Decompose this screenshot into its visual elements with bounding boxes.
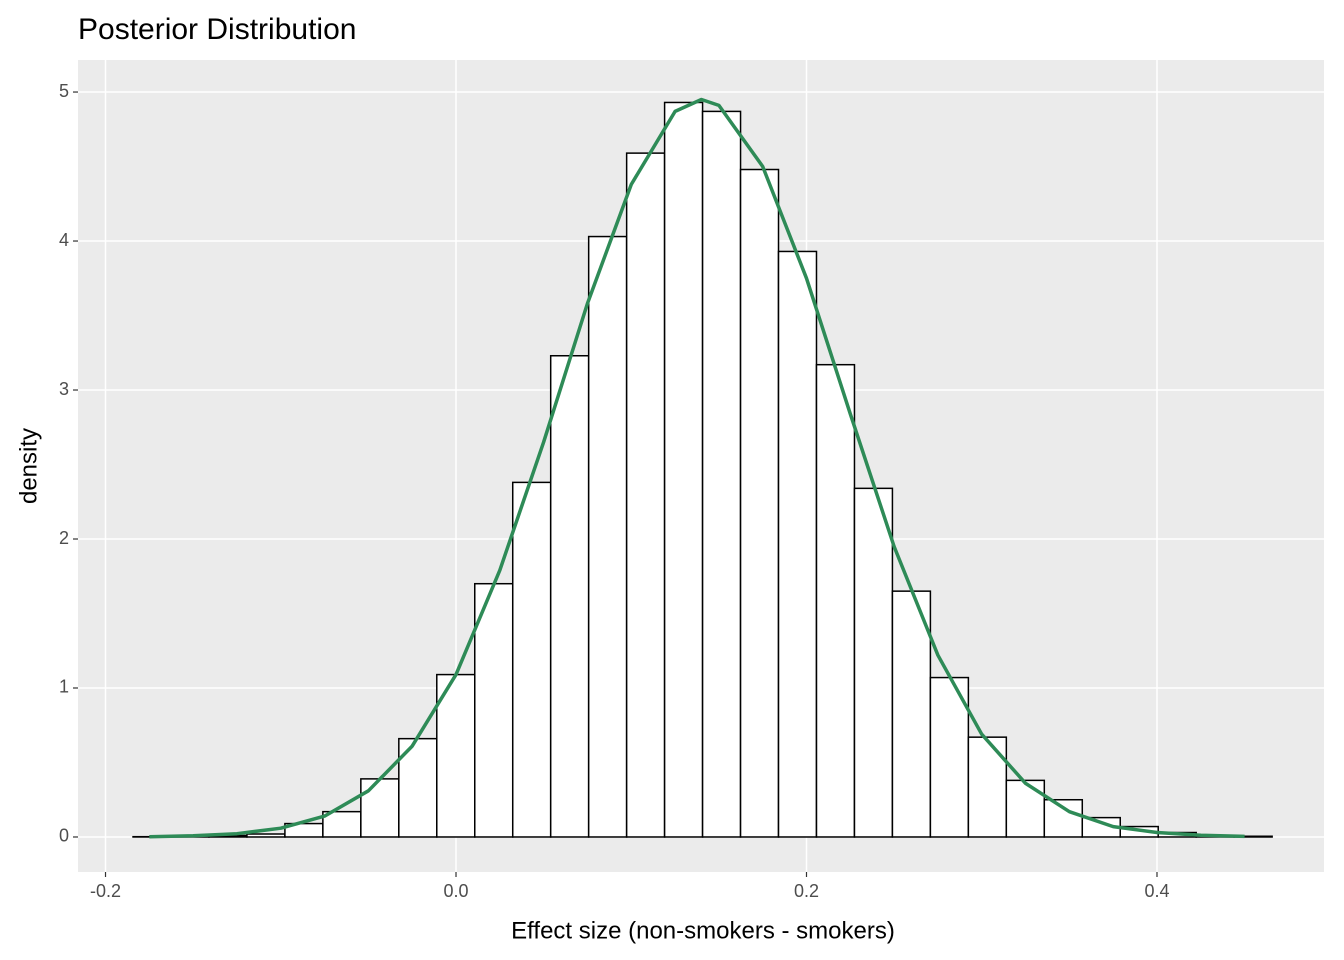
bar [663,101,704,838]
bar [436,673,476,838]
y-tick-label: 2 [59,528,69,548]
bar [360,778,400,838]
bar [322,810,362,838]
bar [1005,779,1046,838]
y-tick-label: 1 [59,677,69,697]
x-tick-label: 0.0 [443,881,468,901]
x-axis-label: Effect size (non-smokers - smokers) [511,917,895,944]
bar [587,235,628,838]
bar [739,168,780,838]
y-tick-label: 0 [59,826,69,846]
bar [474,582,514,838]
y-tick-label: 5 [59,81,69,101]
y-tick-label: 4 [59,230,69,250]
x-tick-label: -0.2 [90,881,121,901]
density-line [149,97,1245,839]
bar [777,250,818,838]
bar [549,354,590,838]
bar [815,363,856,838]
chart-title: Posterior Distribution [78,13,356,46]
bar [853,487,894,838]
bar [891,590,932,838]
x-tick-label: 0.2 [794,881,819,901]
bar [1043,798,1084,838]
bar [967,736,1008,838]
y-tick-label: 3 [59,379,69,399]
bar [511,481,552,838]
bar [701,110,742,838]
bar [625,152,666,838]
x-tick-label: 0.4 [1144,881,1169,901]
bar [246,833,286,838]
y-axis-label: density [15,428,42,504]
